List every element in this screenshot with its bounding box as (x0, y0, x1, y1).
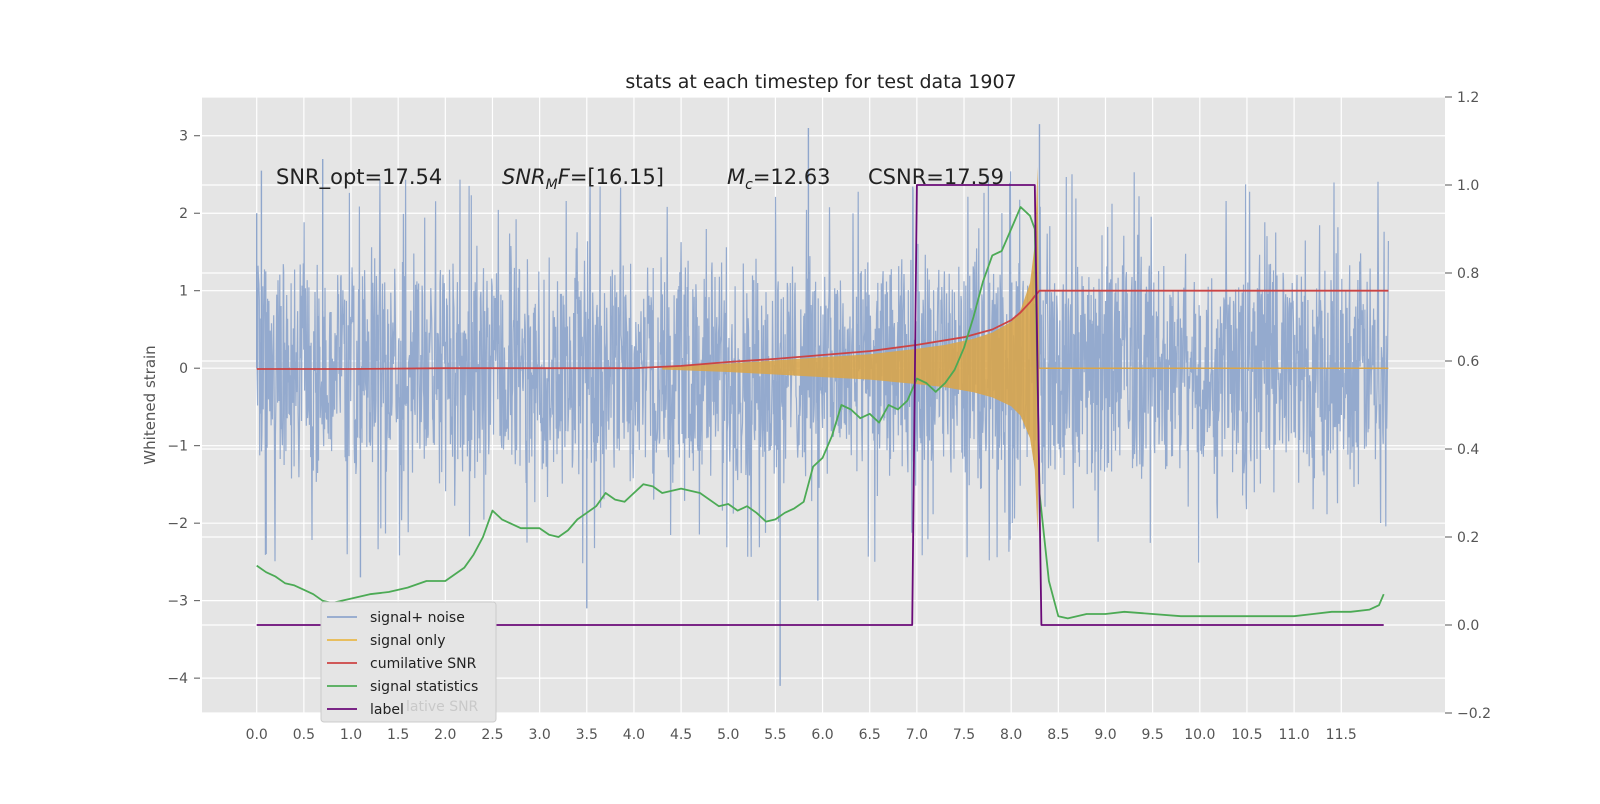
csnr-annotation: CSNR=17.59 (868, 165, 1004, 189)
line-series (256, 184, 1389, 626)
legend-label: signal only (370, 633, 445, 649)
snr-mf-value: =[16.15] (570, 165, 664, 189)
y-tick-label: 0 (179, 361, 188, 377)
x-tick-label: 9.5 (1142, 727, 1164, 743)
x-tick-label: 10.5 (1231, 727, 1262, 743)
x-tick-label: 1.0 (340, 727, 362, 743)
x-tick-label: 0.0 (246, 727, 268, 743)
y2-tick-label: 0.4 (1457, 442, 1479, 458)
x-tick-label: 4.5 (670, 727, 692, 743)
y-tick-label: −3 (167, 594, 188, 610)
x-tick-label: 7.5 (953, 727, 975, 743)
legend-label: label (370, 702, 404, 718)
series-line-signal-statistics (256, 206, 1385, 620)
mc-annotation: Mc=12.63 (727, 165, 831, 193)
y-tick-label: −4 (167, 671, 188, 687)
y2-tick-label: 1.0 (1457, 178, 1479, 194)
legend: lative SNR signal+ noise signal only cumil… (320, 601, 497, 723)
y-axis-label: Whitened strain (141, 345, 159, 464)
signal-only-fill (662, 166, 1040, 534)
x-tick-label: 10.0 (1184, 727, 1215, 743)
x-tick-label: 0.5 (293, 727, 315, 743)
x-tick-label: 3.0 (528, 727, 550, 743)
series-line-label (256, 184, 1384, 626)
x-tick-label: 6.0 (811, 727, 833, 743)
y-tick-label: 2 (179, 206, 188, 222)
legend-label: cumilative SNR (370, 656, 477, 672)
x-tick-label: 5.5 (764, 727, 786, 743)
y-tick-label: −2 (167, 516, 188, 532)
x-tick-label: 6.5 (859, 727, 881, 743)
signal-noise-series (255, 124, 1389, 686)
y2-tick-label: 0.0 (1457, 618, 1479, 634)
y2-tick-label: 0.6 (1457, 354, 1479, 370)
legend-label: signal+ noise (370, 610, 465, 626)
y2-tick-label: 0.8 (1457, 266, 1479, 282)
x-tick-label: 9.0 (1094, 727, 1116, 743)
x-tick-label: 11.0 (1279, 727, 1310, 743)
x-tick-label: 2.0 (434, 727, 456, 743)
mc-value: =12.63 (753, 165, 831, 189)
x-tick-label: 2.5 (481, 727, 503, 743)
y-tick-label: 1 (179, 284, 188, 300)
signal-noise-line (256, 171, 1389, 564)
x-tick-label: 8.0 (1000, 727, 1022, 743)
legend-label: signal statistics (370, 679, 478, 695)
y-tick-label: −1 (167, 439, 188, 455)
x-tick-label: 11.5 (1326, 727, 1357, 743)
y2-tick-label: 0.2 (1457, 530, 1479, 546)
x-tick-label: 4.0 (623, 727, 645, 743)
x-tick-label: 3.5 (576, 727, 598, 743)
legend-ghost-text: lative SNR (406, 699, 479, 715)
axis-ticks: 0.0 0.5 1.0 1.5 2.0 2.5 3.0 3.5 4.0 4.5 5.0 5.5 6.0 6… (167, 90, 1491, 743)
y-tick-label: 3 (179, 129, 188, 145)
y2-tick-label: −0.2 (1457, 706, 1491, 722)
legend-box (320, 601, 497, 723)
x-tick-label: 8.5 (1047, 727, 1069, 743)
x-tick-label: 1.5 (387, 727, 409, 743)
chart-title: stats at each timestep for test data 190… (625, 71, 1016, 93)
x-tick-label: 7.0 (906, 727, 928, 743)
y2-tick-label: 1.2 (1457, 90, 1479, 106)
x-tick-label: 5.0 (717, 727, 739, 743)
snr-mf-annotation: SNRMF=[16.15] (502, 165, 664, 193)
signal-only-series (662, 166, 1389, 534)
series-line-cumilative-snr (256, 289, 1389, 370)
snr-opt-annotation: SNR_opt=17.54 (276, 165, 442, 190)
